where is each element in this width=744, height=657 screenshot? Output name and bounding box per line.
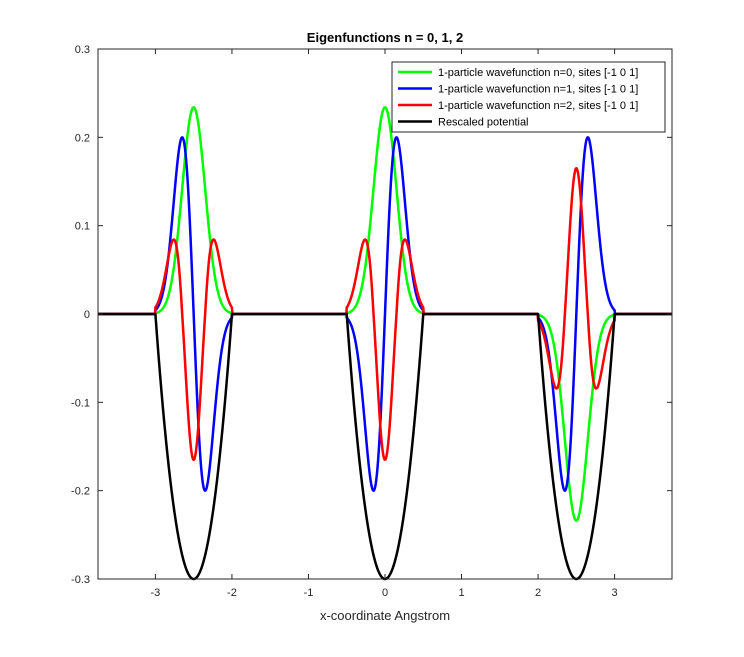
y-tick-label: 0.3 bbox=[75, 44, 90, 56]
y-tick-label: -0.2 bbox=[71, 486, 90, 498]
x-axis-label: x-coordinate Angstrom bbox=[320, 608, 450, 623]
legend: 1-particle wavefunction n=0, sites [-1 0… bbox=[391, 61, 666, 133]
x-tick-label: 2 bbox=[535, 587, 541, 599]
x-tick-label: 1 bbox=[458, 587, 464, 599]
series-line-1-particle-wavefunction-n-0-sites-1-0-1 bbox=[97, 106, 673, 522]
y-tick-label: 0.1 bbox=[75, 221, 90, 233]
legend-label: Rescaled potential bbox=[438, 117, 529, 129]
series-line-1-particle-wavefunction-n-2-sites-1-0-1 bbox=[97, 167, 673, 461]
series-line-1-particle-wavefunction-n-1-sites-1-0-1 bbox=[97, 136, 673, 492]
x-tick-label: -3 bbox=[151, 587, 161, 599]
x-tick-label: -2 bbox=[227, 587, 237, 599]
y-tick-label: 0.2 bbox=[75, 132, 90, 144]
legend-box bbox=[391, 61, 666, 133]
y-tick-label: 0 bbox=[84, 309, 90, 321]
y-tick-label: -0.3 bbox=[71, 574, 90, 586]
legend-label: 1-particle wavefunction n=2, sites [-1 0… bbox=[438, 100, 638, 112]
x-tick-label: 3 bbox=[612, 587, 618, 599]
x-tick-label: -1 bbox=[304, 587, 314, 599]
chart-title: Eigenfunctions n = 0, 1, 2 bbox=[307, 30, 463, 45]
y-tick-label: -0.1 bbox=[71, 397, 90, 409]
legend-label: 1-particle wavefunction n=0, sites [-1 0… bbox=[438, 67, 638, 79]
ticks-layer: -3 -2 -1 0 1 2 3 -0.3 -0.2 -0.1 0 0.1 0.2 0.3 bbox=[71, 44, 672, 599]
x-tick-label: 0 bbox=[382, 587, 388, 599]
legend-label: 1-particle wavefunction n=1, sites [-1 0… bbox=[438, 84, 638, 96]
